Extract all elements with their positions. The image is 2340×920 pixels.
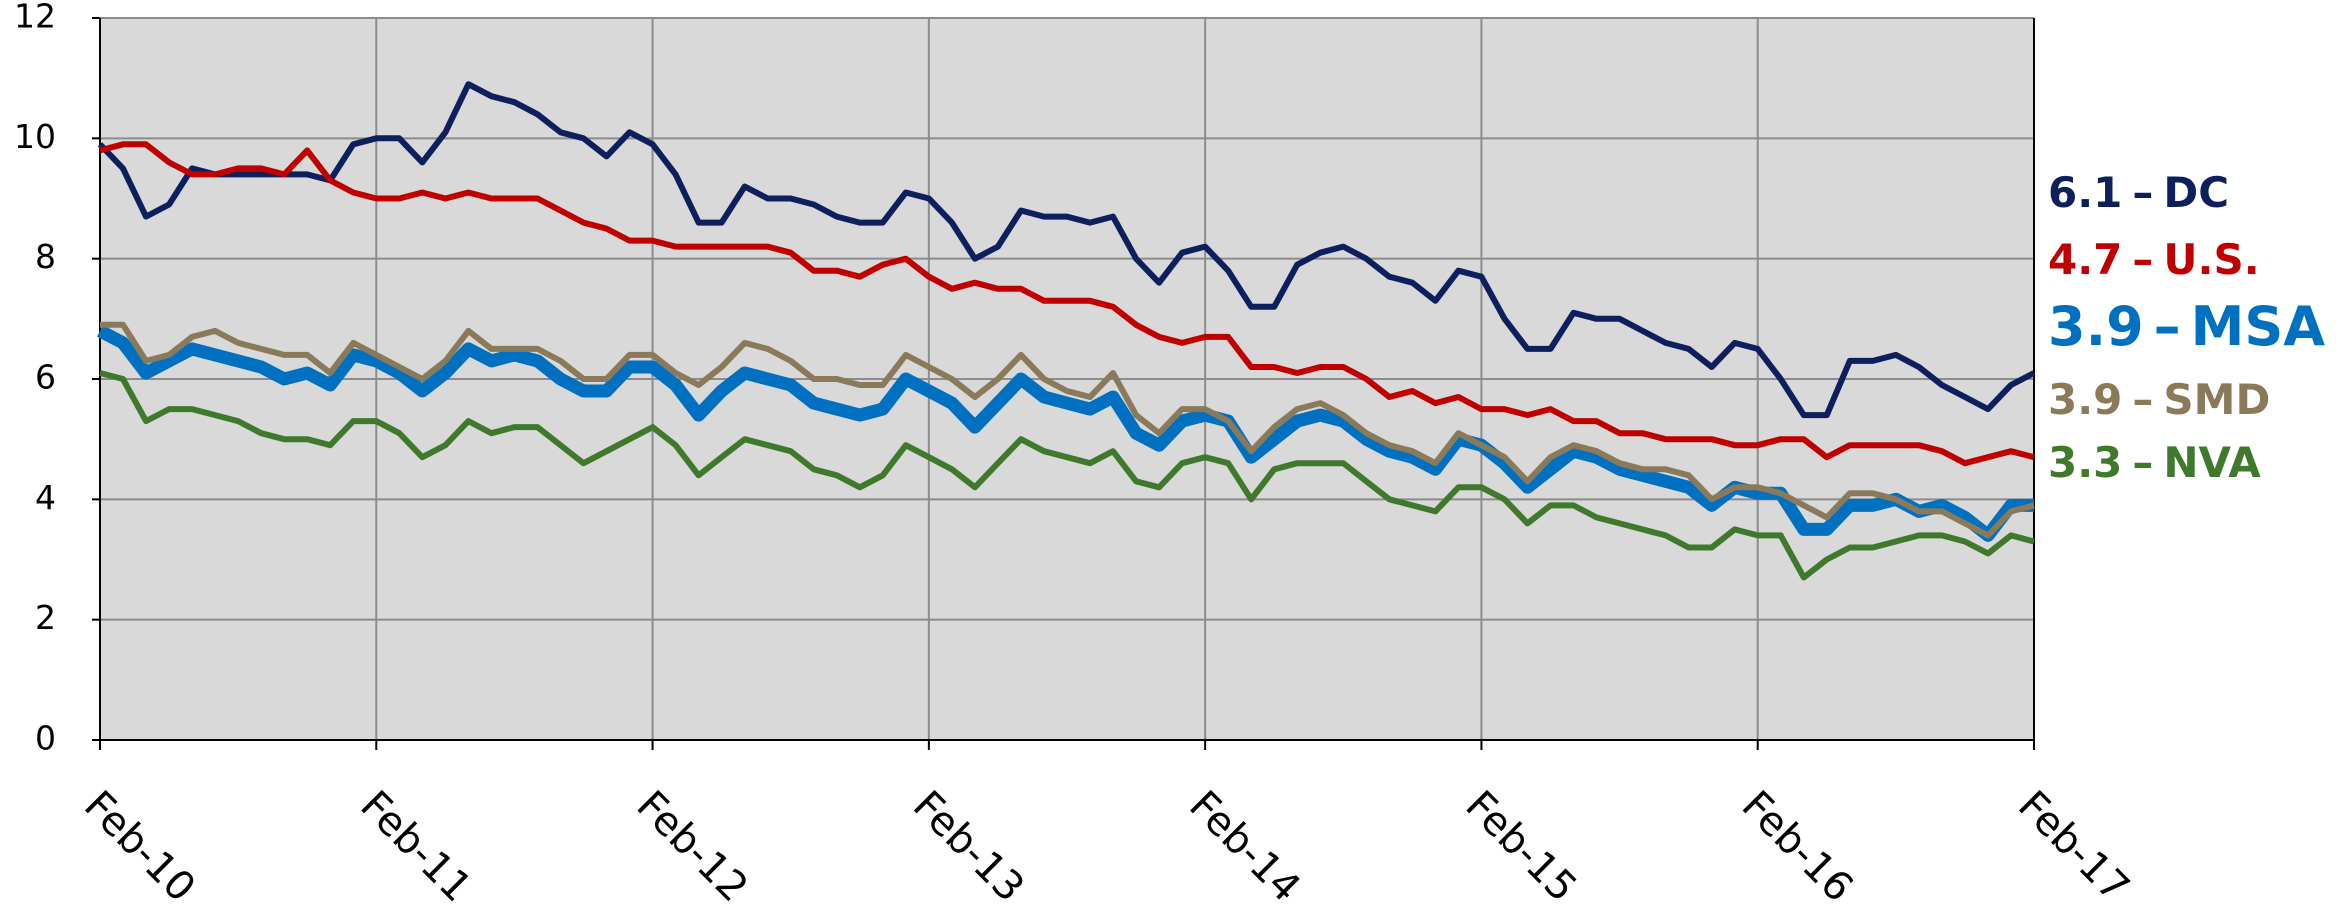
x-tick-label: Feb-14 [1180,782,1309,911]
x-tick-label: Feb-15 [1457,782,1586,911]
legend-entry: DC [2163,168,2229,217]
separator: – [2154,295,2181,358]
x-tick-label: Feb-16 [1733,782,1862,911]
series-label: 3.3– NVA [2048,438,2261,487]
y-tick-label: 0 [35,719,56,758]
legend-entry: MSA [2191,295,2326,358]
x-tick-label: Feb-12 [628,782,757,911]
y-tick-label: 8 [35,237,56,276]
y-tick-label: 6 [35,358,56,397]
series-line [96,325,2034,542]
x-tick-label: Feb-13 [904,782,1033,911]
separator: – [2132,235,2153,284]
end-value: 3.9 [2048,295,2144,358]
x-tick-label: Feb-11 [351,782,480,911]
x-tick-label: Feb-17 [2009,782,2138,911]
end-value: 4.7 [2048,235,2122,284]
end-value: 3.9 [2048,375,2122,424]
series-line [97,81,2036,419]
y-tick-label: 10 [14,117,56,156]
series-line [99,141,2035,467]
legend-entry: NVA [2163,438,2261,487]
series-label: 3.9– SMD [2048,375,2270,424]
legend-entry: U.S. [2163,235,2259,284]
series-label: 4.7– U.S. [2048,235,2260,284]
y-tick-label: 12 [14,0,56,36]
end-value: 6.1 [2048,168,2122,217]
end-value: 3.3 [2048,438,2122,487]
separator: – [2132,168,2153,217]
separator: – [2132,438,2153,487]
series-line [99,370,2035,581]
series-label: 3.9– MSA [2048,295,2325,358]
y-tick-label: 4 [35,478,56,517]
separator: – [2132,375,2153,424]
legend-entry: SMD [2163,375,2270,424]
y-tick-label: 2 [35,598,56,637]
series-label: 6.1– DC [2048,168,2229,217]
series-line [100,321,2035,539]
x-tick-label: Feb-10 [75,782,204,911]
